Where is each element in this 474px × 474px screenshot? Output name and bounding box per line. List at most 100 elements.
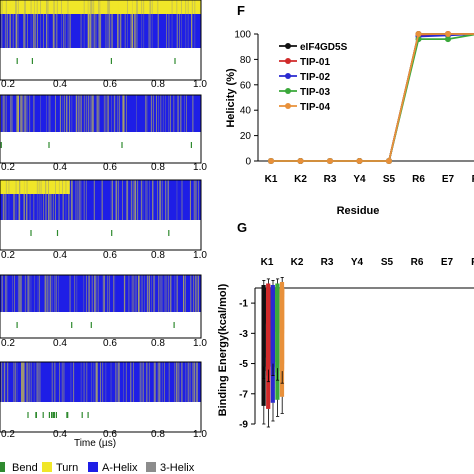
turn-stripe — [37, 0, 38, 48]
turn-stripe — [179, 0, 180, 48]
turn-stripe — [149, 180, 150, 220]
turn-stripe — [32, 0, 34, 48]
panel-frame — [0, 179, 202, 251]
f-ytick-label: 20 — [240, 131, 252, 142]
turn-stripe — [141, 0, 143, 48]
turn-stripe — [40, 95, 41, 132]
bend-tick — [111, 230, 113, 236]
turn-stripe — [151, 275, 152, 312]
turn-stripe — [27, 275, 29, 312]
bend-tick — [27, 412, 29, 418]
turn-stripe — [193, 275, 194, 312]
turn-stripe — [26, 180, 27, 220]
turn-stripe — [177, 95, 179, 132]
turn-stripe — [14, 275, 15, 312]
turn-stripe — [123, 95, 124, 132]
f-point — [386, 158, 392, 164]
turn-stripe — [130, 0, 132, 48]
turn-stripe — [149, 0, 151, 48]
turn-stripe — [144, 275, 145, 312]
time-tick-label: 0.6 — [103, 429, 117, 440]
turn-stripe — [148, 362, 150, 402]
turn-stripe — [94, 180, 95, 220]
turn-stripe — [21, 95, 23, 132]
turn-stripe — [111, 95, 112, 132]
bend-tick — [56, 230, 59, 236]
turn-stripe — [116, 180, 117, 220]
turn-stripe — [116, 362, 118, 402]
turn-stripe — [165, 180, 167, 220]
turn-stripe — [83, 362, 85, 402]
turn-stripe — [69, 275, 71, 312]
turn-stripe — [1, 0, 3, 48]
turn-stripe — [167, 275, 169, 312]
bend-tick — [190, 142, 192, 148]
turn-stripe — [93, 362, 95, 402]
turn-noise — [0, 95, 194, 132]
turn-stripe — [102, 362, 104, 402]
turn-stripe — [182, 180, 183, 220]
turn-stripe — [93, 180, 95, 220]
bend-tick — [31, 58, 33, 64]
turn-stripe — [198, 275, 199, 312]
turn-stripe — [44, 275, 46, 312]
turn-stripe — [176, 362, 177, 402]
turn-stripe — [86, 95, 88, 132]
legend-label-bend: Bend — [12, 462, 38, 474]
turn-stripe — [50, 275, 52, 312]
turn-stripe — [48, 180, 49, 220]
turn-stripe — [110, 362, 112, 402]
turn-stripe — [24, 95, 26, 132]
f-ytick-label: 40 — [240, 106, 252, 117]
turn-stripe — [181, 95, 182, 132]
turn-stripe — [193, 95, 194, 132]
turn-stripe — [131, 275, 133, 312]
time-tick-label: 0.2 — [1, 162, 15, 173]
turn-stripe — [157, 362, 159, 402]
panel-frame — [0, 0, 202, 81]
legend-label-turn: Turn — [56, 462, 78, 474]
turn-stripe — [20, 275, 22, 312]
turn-stripe — [136, 275, 137, 312]
turn-stripe — [103, 95, 105, 132]
turn-stripe — [83, 180, 85, 220]
turn-stripe — [91, 0, 92, 48]
turn-stripe — [15, 180, 17, 220]
turn-stripe — [19, 275, 21, 312]
turn-stripe — [104, 275, 105, 312]
f-xlabel: Residue — [337, 205, 380, 217]
turn-stripe — [69, 95, 71, 132]
bend-tick — [90, 322, 92, 328]
turn-stripe — [23, 0, 24, 48]
time-tick-label: 0.8 — [151, 250, 165, 261]
turn-stripe — [10, 95, 11, 132]
turn-stripe — [11, 95, 13, 132]
turn-stripe — [21, 362, 23, 402]
turn-stripe — [193, 180, 195, 220]
turn-stripe — [99, 0, 101, 48]
turn-stripe — [136, 0, 137, 48]
turn-stripe — [29, 95, 31, 132]
time-tick-label: 0.2 — [1, 429, 15, 440]
turn-stripe — [75, 95, 77, 132]
turn-stripe — [186, 95, 187, 132]
f-xtick-label: Y4 — [353, 174, 366, 185]
time-tick-label: 0.4 — [53, 338, 67, 349]
turn-stripe — [7, 362, 9, 402]
turn-stripe — [91, 0, 93, 48]
bend-tick — [168, 230, 170, 236]
f-legend-label: TIP-04 — [300, 102, 330, 113]
turn-stripe — [132, 0, 134, 48]
turn-stripe — [158, 95, 159, 132]
dssp-panel-3 — [0, 179, 202, 251]
turn-stripe — [162, 95, 164, 132]
turn-stripe — [33, 180, 35, 220]
time-tick-label: 1.0 — [193, 250, 207, 261]
turn-stripe — [181, 362, 183, 402]
turn-stripe — [116, 180, 118, 220]
turn-stripe — [161, 180, 163, 220]
turn-stripe — [159, 362, 161, 402]
turn-stripe — [2, 275, 3, 312]
turn-stripe — [101, 180, 102, 220]
turn-stripe — [112, 0, 113, 48]
